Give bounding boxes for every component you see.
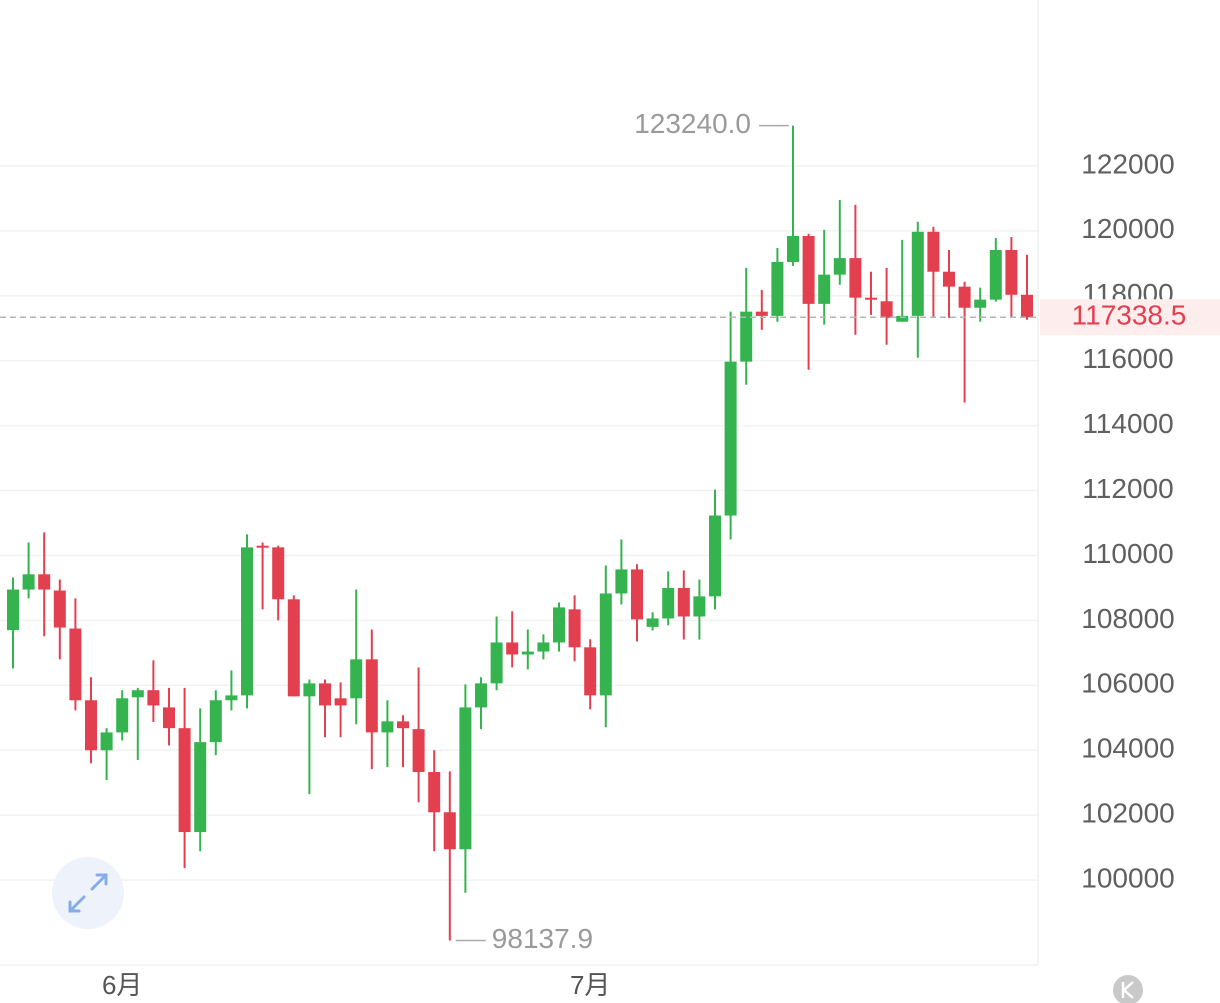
candle-body [506, 642, 519, 655]
candle-body [412, 729, 425, 772]
candle-body [865, 297, 877, 300]
candle-body [896, 315, 909, 322]
candle-body [537, 642, 550, 652]
high-label: 123240.0 [634, 108, 751, 139]
expand-button-bg[interactable] [52, 857, 124, 929]
y-tick-label: 110000 [1082, 538, 1173, 569]
candle-body [677, 587, 690, 617]
candle-body [490, 642, 503, 684]
candle-body [989, 249, 1002, 300]
candle-body [1021, 294, 1033, 318]
candle-body [428, 772, 441, 813]
candle-body [911, 231, 924, 316]
candle-body [833, 258, 846, 275]
candles [7, 125, 1033, 941]
y-tick-label: 116000 [1082, 343, 1173, 374]
candle-body [958, 286, 971, 308]
y-tick-label: 112000 [1082, 473, 1173, 504]
candle-body [849, 258, 862, 298]
candle-body [459, 707, 472, 850]
candle-body [880, 301, 893, 318]
candle-body [365, 659, 378, 733]
expand-icon[interactable] [68, 873, 108, 913]
y-tick-label: 104000 [1081, 733, 1174, 764]
candle-body [599, 593, 612, 696]
candle-body [116, 698, 129, 733]
expand-button[interactable] [52, 857, 124, 929]
low-label: 98137.9 [492, 923, 593, 954]
candle-body [381, 721, 394, 733]
candle-body [209, 700, 222, 743]
y-tick-label: 102000 [1081, 798, 1174, 829]
candle-body [22, 574, 35, 590]
candle-body [646, 618, 659, 627]
candle-body [818, 274, 831, 304]
candle-body [553, 607, 565, 643]
last-price-box [1040, 299, 1220, 336]
y-tick-label: 100000 [1081, 862, 1174, 893]
y-tick-label: 122000 [1081, 148, 1174, 179]
x-tick-label: 7月 [570, 970, 610, 1000]
y-tick-label: 114000 [1082, 408, 1173, 439]
candle-body [131, 690, 144, 698]
candle-body [740, 311, 753, 362]
candle-body [38, 574, 51, 590]
candle-body [334, 698, 347, 706]
candle-body [802, 236, 815, 304]
candle-body [755, 311, 768, 316]
k-button-bg[interactable] [1113, 975, 1143, 1003]
candle-body [787, 236, 799, 262]
candle-body [241, 547, 253, 696]
last-price-label: 117338.5 [1072, 300, 1187, 331]
grid [0, 165, 1038, 881]
candle-body [615, 569, 628, 594]
labels: 100000 102000 104000 106000 108000 110000 1120… [0, 108, 1220, 1000]
y-tick-label: 120000 [1081, 213, 1174, 244]
candle-body [85, 700, 97, 751]
candle-body [927, 231, 940, 272]
candle-body [147, 690, 160, 706]
candle-body [194, 742, 207, 833]
candle-body [397, 721, 409, 729]
candle-body [272, 547, 285, 600]
candle-body [631, 569, 643, 620]
candle-body [1005, 249, 1018, 295]
candle-body [974, 299, 987, 308]
candle-body [475, 683, 487, 708]
candle-body [225, 695, 238, 701]
candle-body [568, 609, 581, 648]
candle-body [350, 659, 363, 699]
candle-body [7, 589, 19, 631]
y-tick-label: 106000 [1081, 668, 1174, 699]
candle-body [319, 683, 331, 706]
candle-body [693, 596, 706, 617]
k-button[interactable] [1113, 975, 1143, 1003]
candle-body [584, 647, 597, 696]
candle-body [443, 812, 456, 850]
candle-body [256, 545, 269, 548]
candle-body [287, 599, 300, 697]
candle-body [53, 590, 66, 628]
candle-body [163, 707, 175, 729]
k-icon[interactable] [1121, 981, 1134, 999]
y-tick-label: 108000 [1081, 603, 1174, 634]
x-tick-label: 6月 [102, 970, 142, 1000]
candle-body [69, 628, 82, 701]
candle-body [943, 271, 955, 287]
candle-body [100, 732, 113, 751]
candle-body [178, 728, 191, 833]
candle-body [662, 587, 675, 619]
candle-body [303, 683, 316, 697]
candle-body [724, 361, 737, 516]
candle-body [521, 651, 534, 655]
candle-body [771, 261, 784, 316]
candle-body [709, 515, 721, 597]
